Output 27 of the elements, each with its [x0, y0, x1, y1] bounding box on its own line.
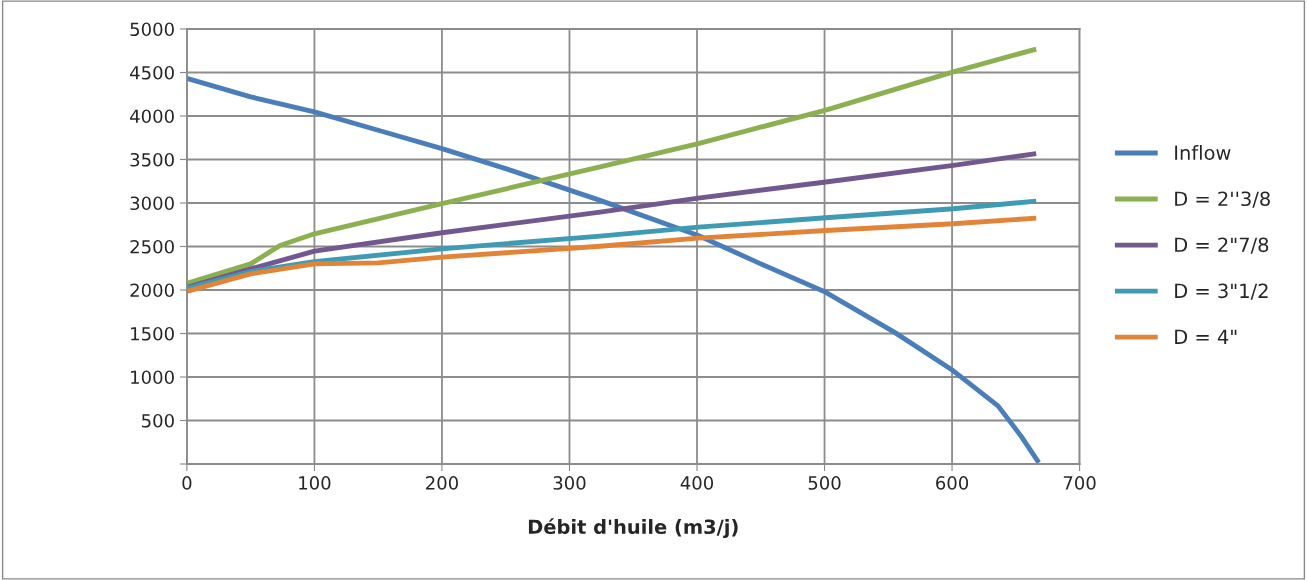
x-tick-label: 200	[426, 476, 458, 490]
x-tick-label: 0	[182, 476, 192, 490]
y-tick-label: 1000	[131, 370, 174, 385]
line-series	[186, 75, 1042, 464]
legend-label: D = 2''3/8	[1175, 191, 1270, 208]
y-tick-label: 4000	[130, 109, 174, 124]
x-tick-label: 500	[808, 476, 841, 490]
x-tick-label: 100	[299, 476, 331, 490]
line-series	[186, 215, 1039, 294]
y-tick-label: 3000	[130, 196, 174, 211]
x-tick-label: 600	[936, 476, 969, 490]
line-series	[186, 46, 1039, 286]
legend-label: Inflow	[1175, 145, 1231, 161]
y-tick-label: 4500	[130, 65, 174, 80]
y-tick-label: 2000	[130, 283, 174, 298]
x-tick-label: 300	[553, 476, 586, 490]
legend-label: D = 2"7/8	[1175, 237, 1269, 254]
y-tick-label: 5000	[130, 22, 174, 37]
y-tick-label: 3500	[130, 152, 174, 167]
legend-label: D = 4"	[1175, 329, 1237, 344]
y-tick-label: 500	[142, 413, 174, 428]
x-tick-label: 400	[680, 476, 714, 490]
x-axis-title: Débit d'huile (m3/j)	[528, 518, 738, 539]
legend-label: D = 3"1/2	[1175, 283, 1268, 300]
y-tick-label: 1500	[131, 326, 174, 341]
y-tick-label: 2500	[130, 239, 174, 254]
x-tick-label: 700	[1063, 476, 1096, 490]
